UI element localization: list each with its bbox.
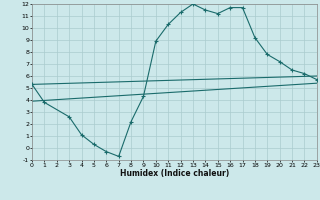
X-axis label: Humidex (Indice chaleur): Humidex (Indice chaleur) (120, 169, 229, 178)
